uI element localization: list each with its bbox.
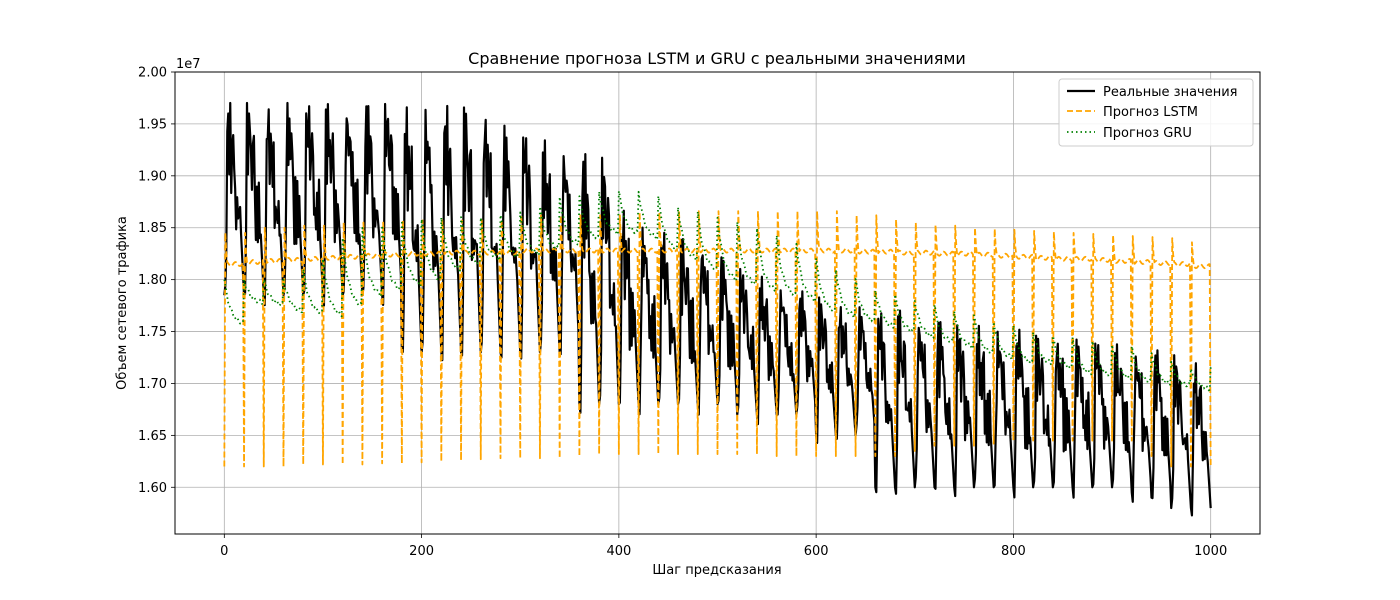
- legend-box: [1058, 78, 1254, 147]
- x-tick-label: 400: [606, 544, 631, 559]
- y-tick-label: 2.00: [138, 66, 167, 81]
- y-tick-label: 1.65: [138, 429, 167, 444]
- x-tick-label: 600: [804, 544, 829, 559]
- x-axis-title: Шаг предсказания: [652, 563, 781, 578]
- axis-ticks: 0 200 400 600 800 1000 1.60 1.65 1.70 1.75 1.80 1.8…: [138, 66, 1227, 560]
- plot-frame: [174, 71, 1261, 535]
- x-tick-label: 800: [1001, 544, 1026, 559]
- y-tick-label: 1.85: [138, 221, 167, 236]
- y-tick-label: 1.90: [138, 169, 167, 184]
- series-line-lstm: [223, 210, 1212, 468]
- legend-label-gru: Прогноз GRU: [1103, 126, 1192, 141]
- y-tick-label: 1.70: [138, 377, 167, 392]
- x-tick-label: 0: [220, 544, 228, 559]
- chart-title: Сравнение прогноза LSTM и GRU с реальным…: [468, 49, 966, 68]
- series-lines: [223, 101, 1212, 517]
- series-line-gru: [223, 190, 1212, 392]
- legend-label-lstm: Прогноз LSTM: [1103, 105, 1198, 120]
- y-tick-label: 1.60: [138, 481, 167, 496]
- y-axis-title: Объем сетевого трафика: [115, 216, 130, 390]
- y-tick-label: 1.80: [138, 273, 167, 288]
- x-tick-label: 1000: [1194, 544, 1227, 559]
- series-line-real: [223, 101, 1212, 517]
- y-tick-label: 1.95: [138, 117, 167, 132]
- x-tick-label: 200: [409, 544, 434, 559]
- legend: Реальные значения Прогноз LSTM Прогноз G…: [1058, 78, 1254, 147]
- legend-label-real: Реальные значения: [1103, 85, 1238, 100]
- y-offset-label: 1e7: [176, 57, 201, 72]
- y-tick-label: 1.75: [138, 325, 167, 340]
